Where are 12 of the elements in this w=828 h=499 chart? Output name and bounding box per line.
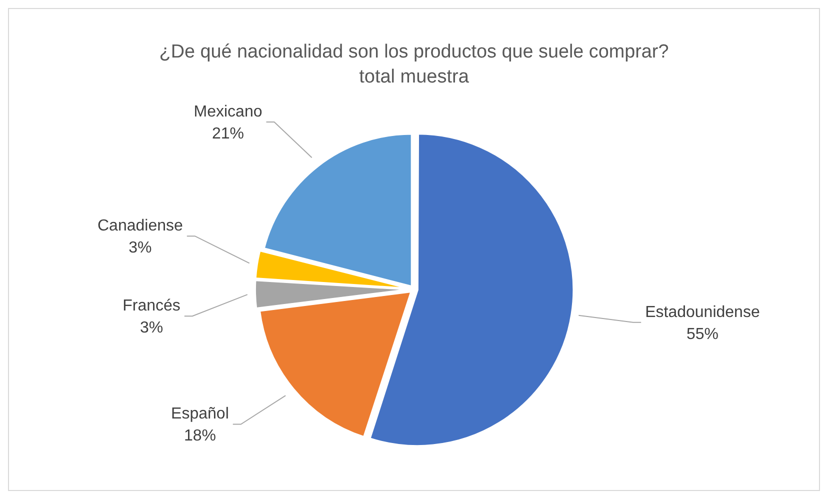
slice-label: Estadounidense [645,304,760,321]
chart-subtitle: total muestra [359,66,470,88]
slice-label: Mexicano [194,103,262,120]
data-label: 3% [140,319,164,336]
data-label: 21% [212,125,244,142]
slice-label: Español [171,406,229,423]
chart-title: ¿De qué nacionalidad son los productos que suele comprar? [159,42,669,63]
data-label: 18% [184,428,216,445]
slice-label: Canadiense [98,217,183,234]
slice-label: Francés [122,297,180,314]
data-label: 55% [686,326,718,343]
data-label: 3% [128,239,152,256]
